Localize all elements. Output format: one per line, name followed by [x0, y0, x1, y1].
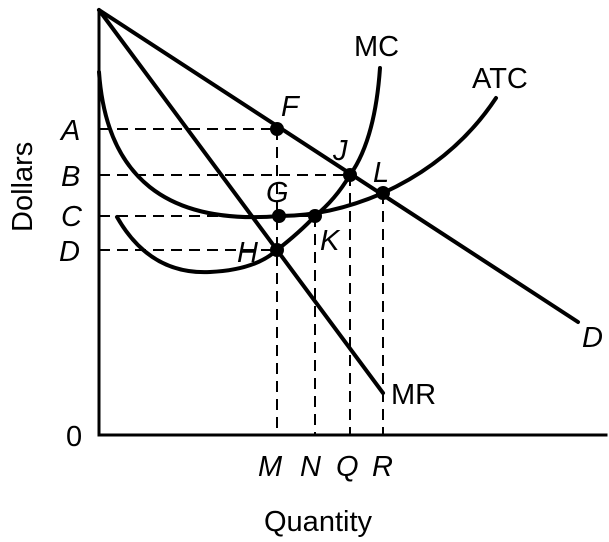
atc-curve — [97, 70, 498, 220]
price-label-d: D — [59, 236, 80, 268]
mc-label: MC — [354, 31, 399, 63]
y-axis-title: Dollars — [7, 142, 39, 232]
point-label-l: L — [373, 157, 389, 189]
point-h — [270, 243, 284, 257]
point-f — [270, 122, 284, 136]
point-k — [308, 209, 322, 223]
quantity-label-m: M — [258, 451, 283, 483]
mc-curve — [115, 66, 382, 275]
price-label-a: A — [59, 115, 80, 147]
point-label-k: K — [320, 225, 341, 257]
x-axis-title: Quantity — [264, 506, 372, 538]
quantity-label-q: Q — [336, 451, 359, 483]
demand-curve — [97, 8, 580, 324]
atc-label: ATC — [472, 63, 528, 95]
point-label-g: G — [266, 177, 289, 209]
point-label-j: J — [332, 135, 348, 167]
point-g — [272, 209, 286, 223]
quantity-label-r: R — [372, 451, 393, 483]
mr-curve — [97, 8, 385, 395]
point-j — [343, 168, 357, 182]
price-label-b: B — [61, 161, 80, 193]
quantity-label-n: N — [300, 451, 321, 483]
demand-label: D — [582, 322, 603, 354]
point-label-f: F — [281, 91, 301, 123]
point-label-h: H — [237, 237, 258, 269]
origin-label: 0 — [66, 421, 82, 453]
point-l — [376, 186, 390, 200]
mr-label: MR — [391, 379, 436, 411]
price-label-c: C — [61, 201, 83, 233]
